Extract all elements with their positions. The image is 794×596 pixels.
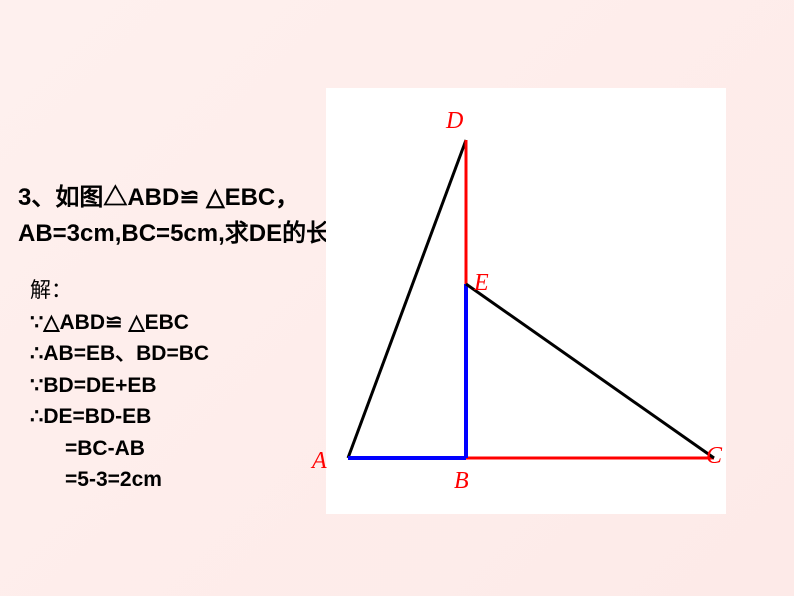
vertex-label-e: E (474, 270, 489, 297)
solution-step-3: ∵BD=DE+EB (30, 370, 209, 402)
solution-step-2: ∴AB=EB、BD=BC (30, 338, 209, 370)
solution-step-1: ∵△ABD≌ △EBC (30, 307, 209, 339)
vertex-label-d: D (446, 108, 463, 135)
solution-step-6: =5-3=2cm (30, 464, 209, 496)
solution-label: 解： (30, 275, 209, 307)
problem-statement: 3、如图△ABD≌ △EBC， AB=3cm,BC=5cm,求DE的长 (18, 180, 330, 252)
problem-line-1: 3、如图△ABD≌ △EBC， (18, 180, 330, 216)
triangle-svg (326, 88, 726, 514)
geometry-diagram: D E A B C (326, 88, 726, 514)
solution-step-4: ∴DE=BD-EB (30, 401, 209, 433)
vertex-label-b: B (454, 468, 469, 495)
vertex-label-c: C (706, 443, 722, 470)
solution-block: 解： ∵△ABD≌ △EBC ∴AB=EB、BD=BC ∵BD=DE+EB ∴D… (30, 275, 209, 496)
solution-step-5: =BC-AB (30, 433, 209, 465)
problem-line-2: AB=3cm,BC=5cm,求DE的长 (18, 216, 330, 252)
vertex-label-a: A (312, 448, 327, 475)
